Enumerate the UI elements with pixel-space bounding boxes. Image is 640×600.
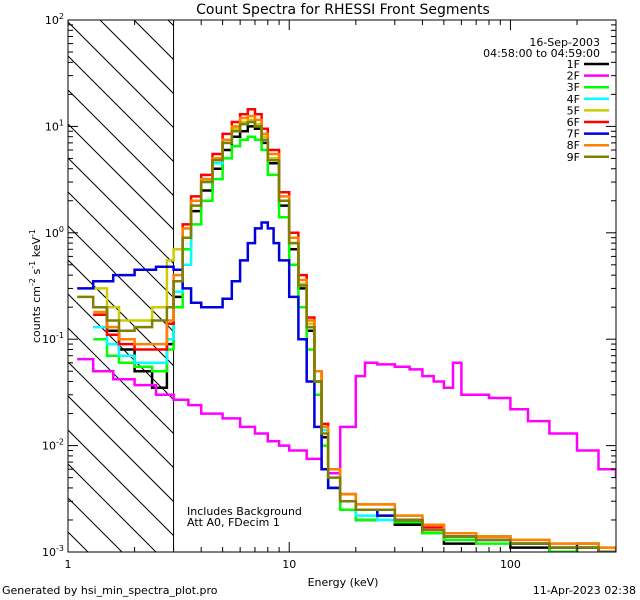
legend-label-1F: 1F [567,58,580,71]
y-tick-label: 10-1 [42,331,64,346]
hatch-line [68,361,174,469]
series-line-2F [77,357,616,478]
y-tick-label: 10-2 [42,438,64,453]
hatched-region [0,20,174,552]
y-tick-label: 100 [45,225,64,240]
y-axis-label: counts cm-2 s-1 keV-1 [28,229,43,343]
hatch-line [68,225,174,333]
hatch-line [133,20,174,61]
legend-label-8F: 8F [567,139,580,152]
footer-right: 11-Apr-2023 02:38 [533,584,636,597]
hatch-line [68,497,123,552]
series-line-5F [93,118,616,552]
axes-group: 1 10 100 102 101 100 10-1 10-2 10-3 [42,12,617,571]
series-line-4F [93,120,616,552]
chart-title: Count Spectra for RHESSI Front Segments [196,2,490,18]
hatch-line [68,429,174,537]
hatch-line [68,21,174,129]
annotation-attenuator: Att A0, FDecim 1 [187,516,280,529]
legend-label-5F: 5F [567,104,580,117]
hatch-line [0,20,20,552]
y-tick-label: 101 [45,118,64,133]
plot-frame [67,19,617,553]
footer-left: Generated by hsi_min_spectra_plot.pro [2,584,218,597]
series-line-8F [93,114,616,552]
legend-label-6F: 6F [567,116,580,129]
legend-label-9F: 9F [567,151,580,164]
series-line-6F [93,107,616,552]
series-group [77,20,616,552]
annotation-background: Includes Background [187,505,302,518]
hatch-line [99,20,174,95]
legend-label-3F: 3F [567,81,580,94]
x-tick-label: 10 [282,558,296,571]
hatch-line [0,20,54,552]
y-tick-label: 102 [45,12,64,27]
hatch-line [68,531,89,552]
series-line-9F [77,120,616,552]
info-box: 16-Sep-2003 04:58:00 to 04:59:00 [483,36,600,60]
legend-label-7F: 7F [567,128,580,141]
info-time-range: 04:58:00 to 04:59:00 [483,47,600,60]
y-tick-label: 10-3 [42,544,64,559]
hatch-line [68,89,174,197]
x-axis-label: Energy (keV) [308,576,379,589]
hatch-line [68,55,174,163]
info-date: 16-Sep-2003 [529,36,600,49]
x-tick-label: 100 [500,558,521,571]
hatch-line [68,191,174,299]
legend-label-2F: 2F [567,70,580,83]
legend-label-4F: 4F [567,93,580,106]
hatch-line [68,123,174,231]
x-tick-label: 1 [65,558,72,571]
hatch-line [68,293,174,401]
hatch-line [68,395,174,503]
